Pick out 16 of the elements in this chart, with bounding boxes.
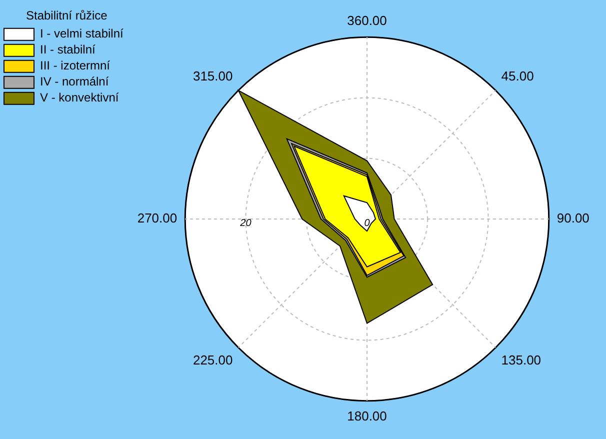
spoke-label: 225.00	[192, 352, 233, 368]
legend-label: IV - normální	[40, 74, 110, 89]
legend-label: II - stabilní	[40, 42, 96, 57]
legend-label: V - konvektivní	[40, 90, 120, 105]
spoke-label: 180.00	[347, 408, 387, 424]
y-tick-label: 0	[364, 218, 370, 229]
y-tick-label: 20	[239, 218, 252, 229]
spoke-label: 90.00	[556, 210, 590, 226]
spoke-label: 315.00	[192, 68, 233, 84]
legend-label: III - izotermní	[40, 58, 111, 73]
legend-label: I - velmi stabilní	[40, 26, 124, 41]
spoke-label: 135.00	[501, 352, 542, 368]
spoke-label: 360.00	[347, 12, 387, 28]
spoke-label: 270.00	[137, 210, 178, 226]
legend-title: Stabilitní růžice	[26, 8, 108, 22]
spoke-label: 45.00	[501, 68, 534, 84]
